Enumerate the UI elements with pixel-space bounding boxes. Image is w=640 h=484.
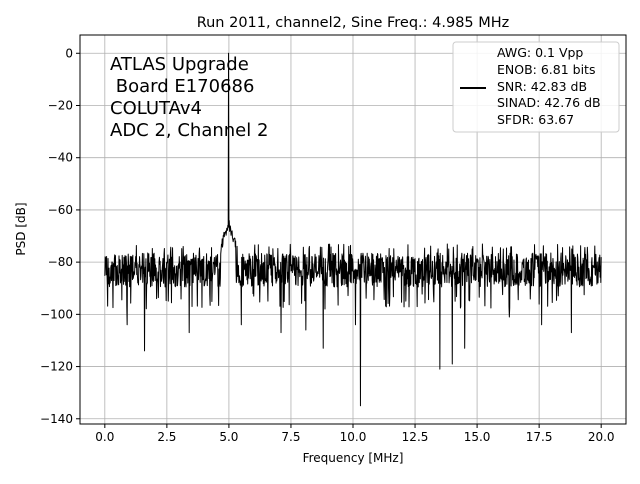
y-tick-label: −60 <box>48 203 73 217</box>
y-tick-label: −100 <box>40 307 73 321</box>
y-tick-label: −40 <box>48 151 73 165</box>
x-tick-label: 20.0 <box>588 430 615 444</box>
annotation-line: COLUTAv4 <box>110 98 202 119</box>
legend[interactable]: AWG: 0.1 Vpp ENOB: 6.81 bits SNR: 42.83 … <box>452 41 620 133</box>
legend-entry: SFDR: 63.67 <box>497 112 574 127</box>
annotation-line: ATLAS Upgrade <box>110 54 249 75</box>
y-tick-label: −120 <box>40 360 73 374</box>
legend-entry: AWG: 0.1 Vpp <box>497 45 583 60</box>
legend-entry: ENOB: 6.81 bits <box>497 62 595 77</box>
series-layer <box>104 52 602 407</box>
y-axis-ticks: 0 −20 −40 −60 −80 −100 −120 −140 <box>40 46 80 426</box>
chart-title: Run 2011, channel2, Sine Freq.: 4.985 MH… <box>197 15 510 31</box>
legend-box <box>452 41 620 133</box>
y-tick-label: −20 <box>48 98 73 112</box>
x-tick-label: 2.5 <box>157 430 176 444</box>
run-annotation: ATLAS Upgrade Board E170686 COLUTAv4 ADC… <box>110 54 268 141</box>
x-tick-label: 5.0 <box>219 430 238 444</box>
x-tick-label: 12.5 <box>402 430 429 444</box>
x-tick-label: 0.0 <box>95 430 114 444</box>
x-tick-label: 15.0 <box>464 430 491 444</box>
annotation-line: ADC 2, Channel 2 <box>110 120 268 141</box>
x-tick-label: 10.0 <box>340 430 367 444</box>
x-axis-ticks: 0.0 2.5 5.0 7.5 10.0 12.5 15.0 17.5 20.0 <box>95 424 615 444</box>
legend-entry: SNR: 42.83 dB <box>497 79 587 94</box>
x-tick-label: 17.5 <box>526 430 553 444</box>
annotation-line: Board E170686 <box>110 76 254 97</box>
y-axis-label: PSD [dB] <box>14 202 28 255</box>
y-tick-label: −140 <box>40 412 73 426</box>
x-axis-label: Frequency [MHz] <box>303 451 404 465</box>
y-tick-label: 0 <box>65 46 73 60</box>
psd-series-line <box>104 52 602 407</box>
legend-entry: SINAD: 42.76 dB <box>497 95 601 110</box>
y-tick-label: −80 <box>48 255 73 269</box>
x-tick-label: 7.5 <box>281 430 300 444</box>
